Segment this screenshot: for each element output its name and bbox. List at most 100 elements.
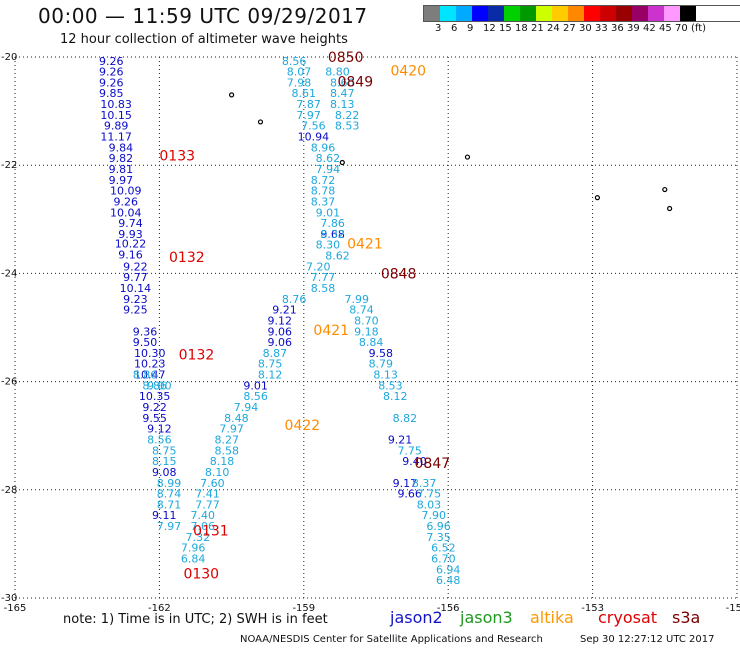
wave-height-label: 9.26	[99, 76, 124, 89]
wave-height-label: 10.22	[115, 238, 147, 251]
island-marker	[257, 119, 264, 125]
color-swatch	[472, 6, 488, 21]
wave-height-label: 8.18	[210, 455, 235, 468]
wave-height-label: 7.41	[195, 488, 220, 501]
color-scale-label: 36	[611, 23, 624, 34]
y-tick-label: -30	[1, 593, 17, 604]
color-swatch	[648, 6, 664, 21]
wave-height-label: 8.56	[147, 433, 172, 446]
color-scale-label: 21	[531, 23, 544, 34]
pass-time-label: 0132	[169, 250, 205, 266]
wave-height-label: 7.06	[190, 520, 215, 533]
x-tick-label: -165	[4, 603, 27, 614]
wave-height-label: 10.04	[110, 206, 142, 219]
wave-height-label: 9.22	[123, 260, 148, 273]
wave-height-label: 9.36	[133, 325, 158, 338]
wave-height-label: 9.23	[123, 293, 148, 306]
wave-height-label: 9.81	[109, 163, 134, 176]
wave-height-label: 7.32	[186, 531, 211, 544]
wave-height-label: 9.06	[267, 325, 292, 338]
wave-height-label: 7.97	[219, 423, 244, 436]
color-scale-labels: 3 6 9 12 15 18 21 24 27 30 33 36 39 42 45 70 (ft)	[423, 22, 740, 36]
wave-height-label: 7.86	[320, 217, 345, 230]
wave-height-label: 6.52	[431, 542, 456, 555]
wave-height-label: 7.77	[195, 498, 220, 511]
wave-height-label: 8.86	[133, 369, 158, 382]
wave-height-label: 8.72	[311, 174, 336, 187]
wave-height-label: 7.96	[181, 542, 206, 555]
wave-height-label: 8.60	[330, 76, 355, 89]
wave-height-label: 8.74	[157, 488, 182, 501]
wave-height-label: 8.32	[320, 228, 345, 241]
wave-height-label: 8.84	[359, 336, 384, 349]
wave-height-label: 8.75	[258, 358, 283, 371]
color-scale-label: 27	[563, 23, 576, 34]
wave-height-label: 9.06	[267, 336, 292, 349]
color-scale-label: 45	[659, 23, 672, 34]
wave-height-label: 8.22	[335, 109, 360, 122]
color-swatch	[568, 6, 584, 21]
wave-height-label: 11.17	[100, 131, 132, 144]
wave-height-label: 10.30	[134, 347, 166, 360]
color-scale-label: 12	[483, 23, 496, 34]
wave-height-label: 8.47	[330, 87, 355, 100]
page-subtitle: 12 hour collection of altimeter wave hei…	[60, 32, 348, 47]
color-scale-swatches	[423, 5, 740, 22]
wave-height-label: 8.62	[316, 152, 341, 165]
wave-height-label: 6.48	[436, 574, 461, 587]
pass-time-label: 0847	[415, 456, 451, 472]
wave-height-label: 8.56	[282, 55, 307, 68]
wave-height-label: 8.96	[311, 141, 336, 154]
x-tick-label: -162	[148, 603, 171, 614]
wave-height-label: 10.47	[134, 369, 166, 382]
legend-item: jason2	[390, 608, 443, 627]
wave-height-label: 8.15	[152, 455, 177, 468]
wave-height-label: 9.97	[109, 174, 134, 187]
color-scale-label: 33	[595, 23, 608, 34]
wave-height-label: 7.20	[306, 260, 331, 273]
island-marker	[229, 92, 235, 98]
footnote: note: 1) Time is in UTC; 2) SWH is in fe…	[63, 612, 328, 627]
wave-height-label: 8.12	[383, 390, 408, 403]
wave-height-label: 10.35	[139, 390, 171, 403]
wave-height-label: 7.60	[200, 477, 225, 490]
wave-height-label: 7.40	[190, 509, 215, 522]
wave-height-label: 7.90	[422, 509, 447, 522]
color-scale-label: 3	[435, 23, 442, 34]
pass-time-label: 0848	[381, 266, 417, 282]
wave-height-label: 10.83	[100, 98, 132, 111]
wave-height-label: 7.75	[397, 444, 422, 457]
color-swatch	[632, 6, 648, 21]
wave-height-label: 7.99	[344, 293, 369, 306]
wave-height-label: 9.58	[369, 347, 394, 360]
legend-item: s3a	[672, 608, 701, 627]
wave-height-label: 10.94	[298, 131, 330, 144]
color-scale-label: 9	[467, 23, 474, 34]
color-swatch	[616, 6, 632, 21]
wave-height-label: 9.50	[133, 336, 158, 349]
pass-time-label: 0421	[347, 237, 383, 253]
color-scale-label: 6	[451, 23, 458, 34]
wave-height-label: 8.56	[243, 390, 268, 403]
wave-height-label: 8.13	[373, 369, 398, 382]
wave-height-label: 9.93	[118, 228, 143, 241]
wave-height-label: 8.78	[311, 185, 336, 198]
wave-height-label: 10.23	[134, 358, 166, 371]
wave-height-label: 8.62	[325, 250, 350, 263]
wave-height-label: 9.12	[147, 423, 172, 436]
wave-height-label: 9.22	[142, 401, 167, 414]
x-tick-label: -153	[581, 603, 604, 614]
color-scale-label: 42	[643, 23, 656, 34]
wave-height-label: 8.07	[287, 66, 312, 79]
pass-time-label: 0420	[390, 64, 426, 80]
wave-height-label: 8.03	[417, 498, 442, 511]
wave-height-label: 8.13	[330, 98, 355, 111]
wave-height-label: 9.21	[388, 433, 413, 446]
wave-height-label: 9.89	[104, 120, 129, 133]
wave-height-label: 8.27	[215, 433, 240, 446]
wave-height-label: 6.84	[181, 553, 206, 566]
wave-height-label: 8.53	[335, 120, 360, 133]
wave-height-label: 9.85	[99, 87, 124, 100]
legend-item: jason3	[460, 608, 513, 627]
